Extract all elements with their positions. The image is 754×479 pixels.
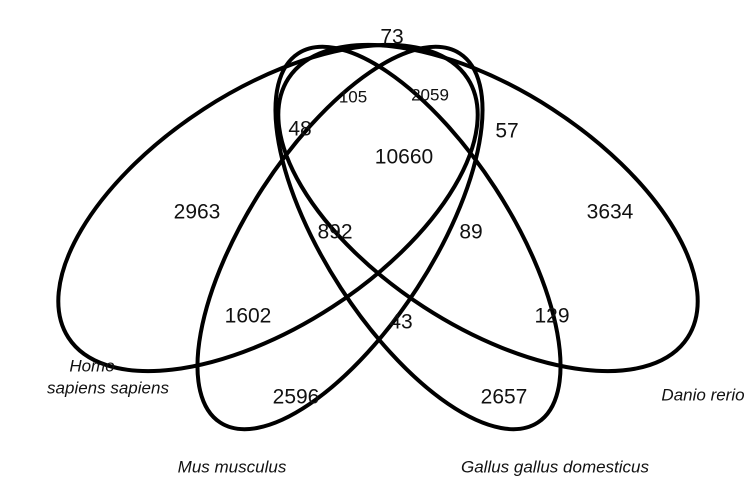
set-mus	[195, 44, 485, 432]
region-count: 57	[495, 120, 518, 143]
set-label: Gallus gallus domesticus	[461, 457, 650, 476]
set-label: sapiens sapiens	[47, 378, 169, 397]
region-count: 10660	[375, 146, 433, 169]
region-count: 105	[339, 87, 367, 106]
set-gallus	[273, 44, 563, 432]
region-count: 73	[380, 26, 403, 49]
region-count: 43	[389, 311, 412, 334]
region-count: 2596	[273, 386, 320, 409]
set-label: Mus musculus	[178, 457, 287, 476]
region-count: 2059	[411, 85, 449, 104]
region-count: 129	[534, 305, 569, 328]
region-count: 3634	[587, 201, 634, 224]
set-label: Danio rerio	[661, 385, 744, 404]
set-homo	[56, 42, 480, 374]
set-danio	[276, 42, 700, 374]
set-label: Homo	[69, 356, 114, 375]
region-count: 892	[317, 221, 352, 244]
region-count: 1602	[225, 305, 272, 328]
region-count: 2657	[481, 386, 528, 409]
region-count: 89	[459, 221, 482, 244]
region-count: 2963	[174, 201, 221, 224]
region-count: 48	[288, 118, 311, 141]
